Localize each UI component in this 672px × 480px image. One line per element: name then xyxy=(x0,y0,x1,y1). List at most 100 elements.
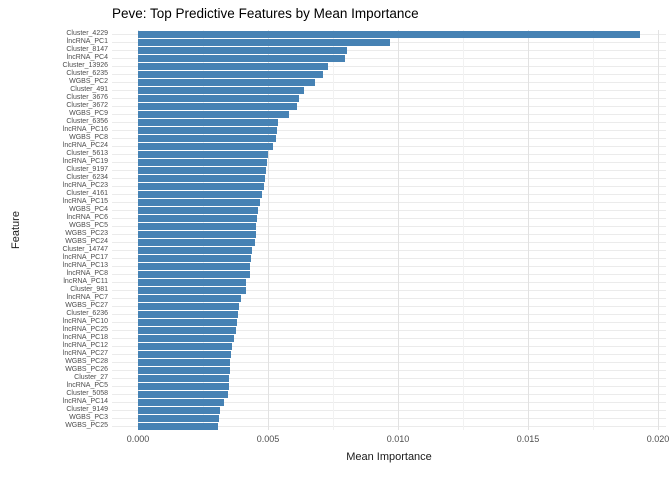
gridline-horizontal xyxy=(112,393,666,395)
gridline-horizontal xyxy=(112,225,666,227)
y-tick-label: WGBS_PC4 xyxy=(69,206,108,213)
y-tick-label: lncRNA_PC23 xyxy=(62,182,108,189)
bar xyxy=(138,46,348,54)
bar xyxy=(138,230,256,238)
gridline-horizontal xyxy=(112,57,666,59)
y-tick-label: lncRNA_PC18 xyxy=(62,334,108,341)
y-tick-label: Cluster_6235 xyxy=(66,70,108,77)
y-tick-label: lncRNA_PC10 xyxy=(62,318,108,325)
gridline-horizontal xyxy=(112,105,666,107)
gridline-horizontal xyxy=(112,233,666,235)
gridline-horizontal xyxy=(112,289,666,291)
gridline-horizontal xyxy=(112,121,666,123)
y-tick-label: lncRNA_PC12 xyxy=(62,342,108,349)
y-axis-labels: Cluster_4229 lncRNA_PC1 Cluster_8147 lncRNA… xyxy=(0,30,108,430)
gridline-horizontal xyxy=(112,249,666,251)
gridline-horizontal xyxy=(112,81,666,83)
gridline-horizontal xyxy=(112,257,666,259)
bar xyxy=(138,94,300,102)
y-tick-label: WGBS_PC24 xyxy=(65,238,108,245)
gridline-horizontal xyxy=(112,193,666,195)
gridline-horizontal xyxy=(112,201,666,203)
gridline-horizontal xyxy=(112,377,666,379)
gridline-horizontal xyxy=(112,369,666,371)
bar xyxy=(138,366,230,374)
bar xyxy=(138,190,263,198)
gridline-major xyxy=(268,30,269,430)
y-tick-label: Cluster_6236 xyxy=(66,310,108,317)
x-tick-label: 0.010 xyxy=(386,434,410,444)
y-tick-label: WGBS_PC26 xyxy=(65,366,108,373)
gridline-horizontal xyxy=(112,113,666,115)
gridline-horizontal xyxy=(112,241,666,243)
y-tick-label: lncRNA_PC17 xyxy=(62,254,108,261)
bar xyxy=(138,390,228,398)
y-tick-label: lncRNA_PC27 xyxy=(62,350,108,357)
bar xyxy=(138,166,266,174)
y-tick-label: Cluster_14747 xyxy=(62,246,108,253)
y-tick-label: lncRNA_PC7 xyxy=(66,294,108,301)
bar xyxy=(138,286,246,294)
bar xyxy=(138,70,323,78)
y-tick-label: Cluster_13926 xyxy=(62,62,108,69)
y-tick-label: Cluster_27 xyxy=(74,374,108,381)
bar xyxy=(138,422,218,430)
bar xyxy=(138,382,229,390)
bar xyxy=(138,310,239,318)
gridline-horizontal xyxy=(112,361,666,363)
bar xyxy=(138,334,234,342)
bar xyxy=(138,358,231,366)
bar xyxy=(138,102,297,110)
gridline-horizontal xyxy=(112,153,666,155)
y-tick-label: lncRNA_PC13 xyxy=(62,262,108,269)
gridline-horizontal xyxy=(112,73,666,75)
bar xyxy=(138,150,268,158)
gridline-major xyxy=(528,30,529,430)
bar xyxy=(138,38,391,46)
gridline-minor xyxy=(203,30,204,430)
gridline-horizontal xyxy=(112,265,666,267)
bar xyxy=(138,318,238,326)
y-tick-label: WGBS_PC9 xyxy=(69,110,108,117)
gridline-horizontal xyxy=(112,145,666,147)
bar xyxy=(138,238,255,246)
chart-title: Peve: Top Predictive Features by Mean Im… xyxy=(112,6,419,21)
gridline-horizontal xyxy=(112,305,666,307)
bar xyxy=(138,126,278,134)
bar xyxy=(138,398,224,406)
bar xyxy=(138,78,315,86)
bar xyxy=(138,142,274,150)
y-tick-label: lncRNA_PC15 xyxy=(62,198,108,205)
y-tick-label: lncRNA_PC8 xyxy=(66,270,108,277)
y-tick-label: Cluster_5613 xyxy=(66,150,108,157)
y-tick-label: lncRNA_PC11 xyxy=(63,278,108,285)
gridline-horizontal xyxy=(112,313,666,315)
gridline-horizontal xyxy=(112,345,666,347)
plot-panel xyxy=(112,30,666,430)
x-tick-label: 0.000 xyxy=(126,434,150,444)
y-tick-label: lncRNA_PC4 xyxy=(66,54,108,61)
bar xyxy=(138,262,251,270)
y-tick-label: Cluster_4161 xyxy=(66,190,108,197)
gridline-horizontal xyxy=(112,401,666,403)
bar xyxy=(138,118,279,126)
gridline-horizontal xyxy=(112,97,666,99)
bar xyxy=(138,198,260,206)
gridline-horizontal xyxy=(112,385,666,387)
y-tick-label: Cluster_5058 xyxy=(66,390,108,397)
bar xyxy=(138,214,258,222)
gridline-horizontal xyxy=(112,217,666,219)
bar xyxy=(138,174,265,182)
gridline-horizontal xyxy=(112,297,666,299)
gridline-horizontal xyxy=(112,89,666,91)
gridline-minor xyxy=(463,30,464,430)
gridline-horizontal xyxy=(112,129,666,131)
y-tick-label: Cluster_6234 xyxy=(66,174,108,181)
gridline-horizontal xyxy=(112,49,666,51)
gridline-horizontal xyxy=(112,137,666,139)
y-tick-label: Cluster_4229 xyxy=(66,30,108,37)
y-tick-label: lncRNA_PC6 xyxy=(66,214,108,221)
bar xyxy=(138,134,276,142)
bar xyxy=(138,374,230,382)
